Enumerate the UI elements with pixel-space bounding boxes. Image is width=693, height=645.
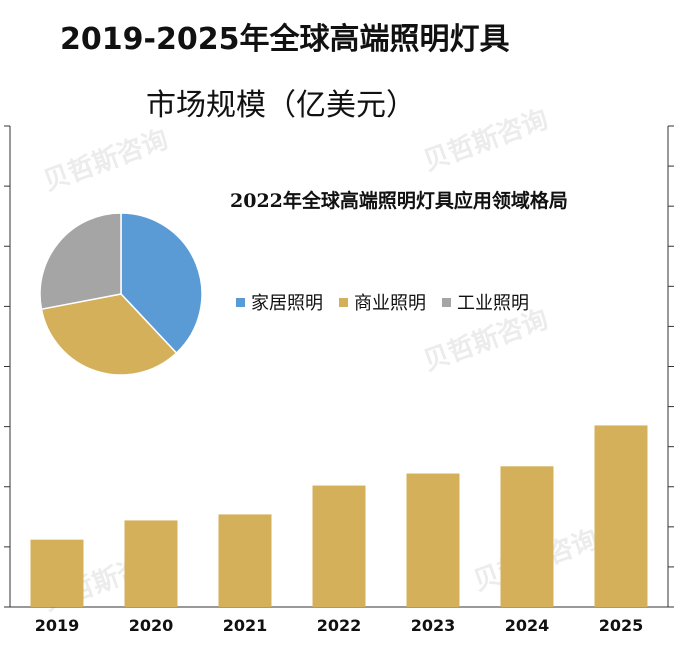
chart-title-line1: 2019-2025年全球高端照明灯具 xyxy=(60,22,510,57)
bar xyxy=(500,466,554,607)
pie-chart-title: 2022年全球高端照明灯具应用领域格局 xyxy=(230,190,568,212)
bar xyxy=(312,485,366,607)
x-tick-label: 2020 xyxy=(129,616,174,635)
bar xyxy=(124,520,178,607)
bar xyxy=(30,539,84,607)
x-tick-label: 2024 xyxy=(505,616,550,635)
legend-label-commercial: 商业照明 xyxy=(354,293,426,314)
legend-item-commercial: 商业照明 xyxy=(339,289,426,315)
x-tick-label: 2021 xyxy=(223,616,268,635)
x-tick-label: 2025 xyxy=(599,616,644,635)
bar xyxy=(218,514,272,607)
pie-slice xyxy=(120,212,203,355)
pie-slice xyxy=(39,212,122,311)
x-tick-label: 2019 xyxy=(35,616,80,635)
legend-swatch-home xyxy=(236,297,245,307)
legend-item-home: 家居照明 xyxy=(236,289,323,315)
legend-swatch-industrial xyxy=(442,297,451,307)
chart-title-line2: 市场规模（亿美元） xyxy=(146,88,416,123)
x-tick-label: 2022 xyxy=(317,616,362,635)
bar xyxy=(406,473,460,607)
legend-label-industrial: 工业照明 xyxy=(457,293,529,314)
pie-legend: 家居照明 商业照明 工业照明 xyxy=(236,289,529,315)
legend-label-home: 家居照明 xyxy=(251,293,323,314)
legend-swatch-commercial xyxy=(339,297,348,307)
x-tick-label: 2023 xyxy=(411,616,456,635)
bar xyxy=(594,425,648,607)
pie-slice xyxy=(40,293,178,376)
legend-item-industrial: 工业照明 xyxy=(442,289,529,315)
